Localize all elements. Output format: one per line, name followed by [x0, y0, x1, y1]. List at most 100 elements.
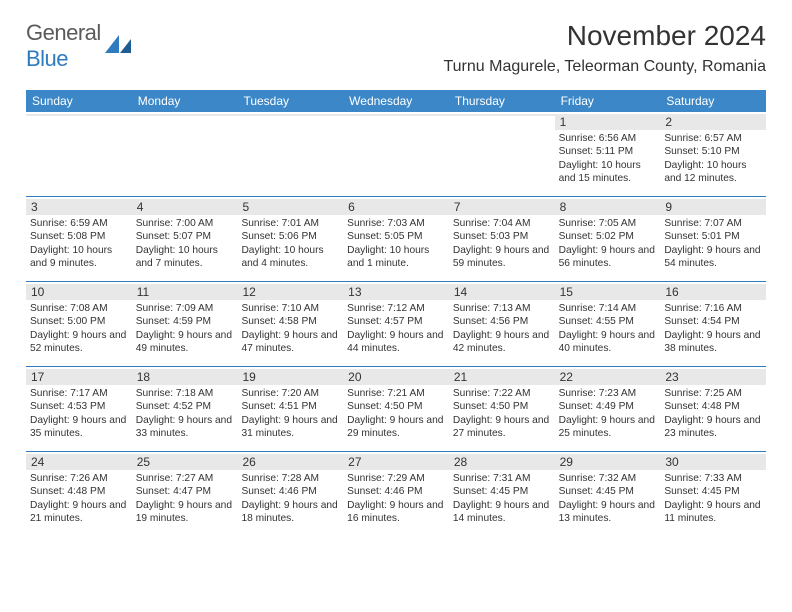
day-details: Sunrise: 7:17 AMSunset: 4:53 PMDaylight:… — [30, 387, 128, 440]
calendar-week: 17Sunrise: 7:17 AMSunset: 4:53 PMDayligh… — [26, 367, 766, 452]
day-number — [343, 114, 449, 116]
calendar-cell: 27Sunrise: 7:29 AMSunset: 4:46 PMDayligh… — [343, 452, 449, 536]
brand-logo: General Blue — [26, 20, 131, 72]
sunset-text: Sunset: 4:54 PM — [664, 315, 762, 328]
location-subtitle: Turnu Magurele, Teleorman County, Romani… — [443, 58, 766, 76]
daylight-text: Daylight: 9 hours and 40 minutes. — [559, 329, 657, 356]
day-number: 11 — [132, 284, 238, 300]
sunset-text: Sunset: 4:55 PM — [559, 315, 657, 328]
day-number: 9 — [660, 199, 766, 215]
day-number — [237, 114, 343, 116]
daylight-text: Daylight: 9 hours and 49 minutes. — [136, 329, 234, 356]
day-details: Sunrise: 7:05 AMSunset: 5:02 PMDaylight:… — [559, 217, 657, 270]
sunrise-text: Sunrise: 7:27 AM — [136, 472, 234, 485]
day-number: 12 — [237, 284, 343, 300]
sunrise-text: Sunrise: 7:13 AM — [453, 302, 551, 315]
daylight-text: Daylight: 9 hours and 13 minutes. — [559, 499, 657, 526]
sunrise-text: Sunrise: 7:16 AM — [664, 302, 762, 315]
calendar-cell — [26, 112, 132, 196]
day-number: 15 — [555, 284, 661, 300]
daylight-text: Daylight: 9 hours and 16 minutes. — [347, 499, 445, 526]
sunrise-text: Sunrise: 7:07 AM — [664, 217, 762, 230]
logo-text-general: General — [26, 20, 101, 45]
calendar-cell: 17Sunrise: 7:17 AMSunset: 4:53 PMDayligh… — [26, 367, 132, 451]
weekday-header: Wednesday — [343, 90, 449, 112]
sunset-text: Sunset: 5:05 PM — [347, 230, 445, 243]
day-number — [26, 114, 132, 116]
daylight-text: Daylight: 9 hours and 38 minutes. — [664, 329, 762, 356]
calendar-cell: 5Sunrise: 7:01 AMSunset: 5:06 PMDaylight… — [237, 197, 343, 281]
day-number: 29 — [555, 454, 661, 470]
sunrise-text: Sunrise: 6:56 AM — [559, 132, 657, 145]
sunset-text: Sunset: 4:45 PM — [559, 485, 657, 498]
day-details: Sunrise: 7:27 AMSunset: 4:47 PMDaylight:… — [136, 472, 234, 525]
day-number: 3 — [26, 199, 132, 215]
day-details: Sunrise: 7:21 AMSunset: 4:50 PMDaylight:… — [347, 387, 445, 440]
day-number: 21 — [449, 369, 555, 385]
calendar-cell: 10Sunrise: 7:08 AMSunset: 5:00 PMDayligh… — [26, 282, 132, 366]
sunset-text: Sunset: 4:51 PM — [241, 400, 339, 413]
calendar-cell: 11Sunrise: 7:09 AMSunset: 4:59 PMDayligh… — [132, 282, 238, 366]
day-number: 8 — [555, 199, 661, 215]
weekday-header: Saturday — [660, 90, 766, 112]
day-number: 20 — [343, 369, 449, 385]
day-details: Sunrise: 7:33 AMSunset: 4:45 PMDaylight:… — [664, 472, 762, 525]
calendar-cell: 18Sunrise: 7:18 AMSunset: 4:52 PMDayligh… — [132, 367, 238, 451]
calendar-cell: 9Sunrise: 7:07 AMSunset: 5:01 PMDaylight… — [660, 197, 766, 281]
day-number: 22 — [555, 369, 661, 385]
sunset-text: Sunset: 4:56 PM — [453, 315, 551, 328]
sunset-text: Sunset: 4:47 PM — [136, 485, 234, 498]
sunrise-text: Sunrise: 7:12 AM — [347, 302, 445, 315]
daylight-text: Daylight: 9 hours and 52 minutes. — [30, 329, 128, 356]
calendar-cell: 15 Sunrise: 7:14 AMSunset: 4:55 PMDayligh… — [555, 282, 661, 366]
day-number: 28 — [449, 454, 555, 470]
sunrise-text: Sunrise: 7:18 AM — [136, 387, 234, 400]
calendar-grid: Sunday Monday Tuesday Wednesday Thursday… — [26, 90, 766, 536]
calendar-cell: 4 Sunrise: 7:00 AMSunset: 5:07 PMDaylight… — [132, 197, 238, 281]
day-number: 25 — [132, 454, 238, 470]
daylight-text: Daylight: 10 hours and 15 minutes. — [559, 159, 657, 186]
daylight-text: Daylight: 9 hours and 11 minutes. — [664, 499, 762, 526]
daylight-text: Daylight: 10 hours and 1 minute. — [347, 244, 445, 271]
sunset-text: Sunset: 4:48 PM — [664, 400, 762, 413]
sunset-text: Sunset: 5:08 PM — [30, 230, 128, 243]
day-number: 4 — [132, 199, 238, 215]
calendar-cell: 22Sunrise: 7:23 AMSunset: 4:49 PMDayligh… — [555, 367, 661, 451]
sunrise-text: Sunrise: 7:05 AM — [559, 217, 657, 230]
title-block: November 2024 Turnu Magurele, Teleorman … — [443, 20, 766, 76]
sunrise-text: Sunrise: 7:01 AM — [241, 217, 339, 230]
sunrise-text: Sunrise: 6:59 AM — [30, 217, 128, 230]
calendar-cell: 13Sunrise: 7:12 AMSunset: 4:57 PMDayligh… — [343, 282, 449, 366]
calendar-cell — [237, 112, 343, 196]
calendar-cell — [132, 112, 238, 196]
calendar-cell: 6Sunrise: 7:03 AMSunset: 5:05 PMDaylight… — [343, 197, 449, 281]
sunrise-text: Sunrise: 7:33 AM — [664, 472, 762, 485]
sunrise-text: Sunrise: 7:28 AM — [241, 472, 339, 485]
day-number — [449, 114, 555, 116]
calendar-cell: 21Sunrise: 7:22 AMSunset: 4:50 PMDayligh… — [449, 367, 555, 451]
sunrise-text: Sunrise: 7:03 AM — [347, 217, 445, 230]
day-number: 14 — [449, 284, 555, 300]
day-details: Sunrise: 6:56 AMSunset: 5:11 PMDaylight:… — [559, 132, 657, 185]
daylight-text: Daylight: 10 hours and 12 minutes. — [664, 159, 762, 186]
calendar-cell: 7Sunrise: 7:04 AMSunset: 5:03 PMDaylight… — [449, 197, 555, 281]
logo-text-blue: Blue — [26, 46, 68, 71]
day-details: Sunrise: 7:28 AMSunset: 4:46 PMDaylight:… — [241, 472, 339, 525]
day-details: Sunrise: 7:13 AMSunset: 4:56 PMDaylight:… — [453, 302, 551, 355]
weekday-header: Friday — [555, 90, 661, 112]
day-number: 30 — [660, 454, 766, 470]
calendar-cell: 29Sunrise: 7:32 AMSunset: 4:45 PMDayligh… — [555, 452, 661, 536]
day-details: Sunrise: 7:20 AMSunset: 4:51 PMDaylight:… — [241, 387, 339, 440]
day-details: Sunrise: 7:00 AMSunset: 5:07 PMDaylight:… — [136, 217, 234, 270]
day-details: Sunrise: 6:57 AMSunset: 5:10 PMDaylight:… — [664, 132, 762, 185]
calendar-cell: 20 Sunrise: 7:21 AMSunset: 4:50 PMDayligh… — [343, 367, 449, 451]
daylight-text: Daylight: 9 hours and 25 minutes. — [559, 414, 657, 441]
sunset-text: Sunset: 4:59 PM — [136, 315, 234, 328]
sunset-text: Sunset: 4:45 PM — [453, 485, 551, 498]
day-details: Sunrise: 7:14 AMSunset: 4:55 PMDaylight:… — [559, 302, 657, 355]
daylight-text: Daylight: 10 hours and 9 minutes. — [30, 244, 128, 271]
sunrise-text: Sunrise: 7:31 AM — [453, 472, 551, 485]
calendar-cell: 19Sunrise: 7:20 AMSunset: 4:51 PMDayligh… — [237, 367, 343, 451]
daylight-text: Daylight: 9 hours and 29 minutes. — [347, 414, 445, 441]
sunrise-text: Sunrise: 7:29 AM — [347, 472, 445, 485]
